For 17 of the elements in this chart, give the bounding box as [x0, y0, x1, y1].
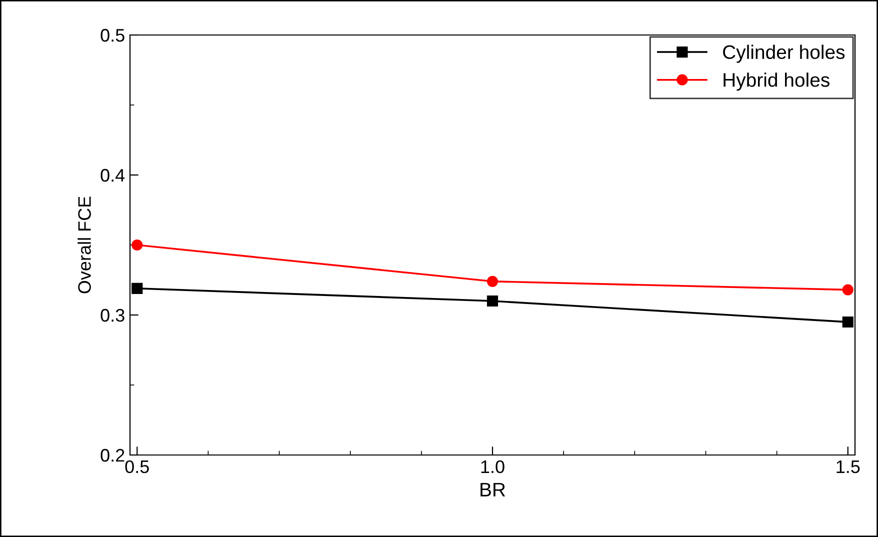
- point: [486, 295, 498, 307]
- y-tick-label: 0.2: [100, 448, 124, 462]
- y-tick-label: 0.3: [100, 308, 124, 322]
- x-tick-label: 0.5: [125, 460, 149, 474]
- point: [132, 282, 143, 294]
- point: [842, 284, 854, 296]
- y-tick-label: 0.5: [100, 28, 124, 42]
- x-tick-label: 1.5: [836, 460, 860, 474]
- point: [842, 316, 854, 328]
- x-tick-label: 1.0: [481, 460, 504, 474]
- legend-label: Hybrid holes: [724, 72, 830, 91]
- x-axis-title: BR: [480, 482, 506, 496]
- y-tick-label: 0.4: [100, 168, 125, 182]
- legend-label: Cylinder holes: [723, 44, 845, 63]
- point: [132, 239, 143, 251]
- point: [486, 276, 498, 287]
- y-axis-title: Overall FCE: [78, 196, 91, 294]
